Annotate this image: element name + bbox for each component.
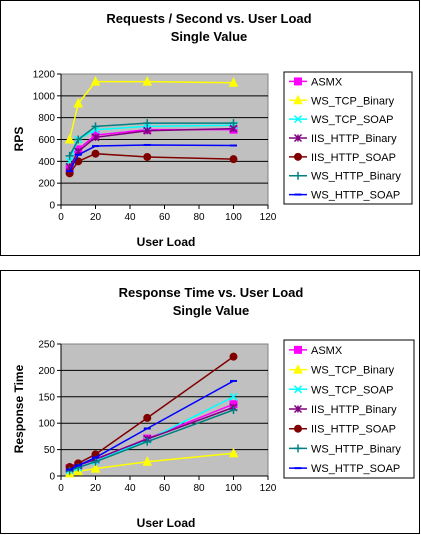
data-point — [143, 437, 152, 446]
legend-label: WS_HTTP_Binary — [311, 443, 401, 455]
x-tick-label: 120 — [260, 212, 277, 223]
legend-label: WS_HTTP_Binary — [311, 171, 401, 183]
x-axis-label: User Load — [137, 235, 196, 249]
legend-marker — [294, 77, 302, 86]
data-point — [65, 151, 74, 160]
legend-label: WS_HTTP_SOAP — [311, 463, 400, 475]
data-point — [228, 77, 239, 87]
legend-marker — [294, 152, 302, 161]
chart-title: Response Time vs. User Load — [119, 285, 304, 300]
legend-label: IIS_HTTP_SOAP — [311, 152, 396, 164]
y-tick-label: 250 — [38, 340, 55, 351]
data-point — [91, 133, 100, 142]
legend-label: ASMX — [311, 345, 343, 357]
data-point — [91, 457, 100, 466]
series-iis-http-binary — [65, 124, 238, 171]
data-point — [229, 119, 238, 128]
y-tick-label: 50 — [44, 445, 56, 456]
legend-marker — [294, 444, 302, 453]
data-point — [229, 406, 238, 414]
x-tick-label: 120 — [260, 483, 277, 494]
legend-marker — [294, 345, 302, 354]
legend-marker — [293, 385, 303, 394]
series-ws-http-soap — [66, 143, 237, 173]
chart-title: Requests / Second vs. User Load — [106, 11, 311, 26]
data-point — [65, 466, 74, 475]
legend: ASMX WS_TCP_Binary WS_TCP_SOAP IIS_HTTP_Bin… — [283, 339, 415, 479]
data-point — [90, 462, 101, 473]
legend: ASMX WS_TCP_Binary WS_TCP_SOAP IIS_HTTP_Bin… — [283, 71, 413, 205]
chart-subtitle: Single Value — [173, 303, 250, 318]
data-point — [228, 447, 239, 458]
data-point — [91, 149, 100, 158]
y-tick-label: 1200 — [33, 70, 56, 81]
data-point — [143, 152, 152, 161]
y-axis-label: RPS — [12, 127, 26, 152]
legend-label: IIS_HTTP_Binary — [311, 133, 397, 145]
x-tick-label: 60 — [159, 483, 171, 494]
data-point — [143, 126, 152, 135]
data-point — [229, 155, 238, 164]
y-tick-label: 150 — [38, 392, 55, 403]
data-point — [143, 119, 152, 128]
y-axis-label: Response Time — [12, 364, 26, 453]
legend-marker — [293, 363, 303, 374]
data-point — [229, 392, 238, 401]
legend-marker — [293, 115, 303, 124]
x-tick-label: 80 — [193, 212, 205, 223]
data-point — [143, 413, 152, 422]
series-ws-http-soap — [66, 379, 237, 471]
x-tick-label: 20 — [90, 483, 102, 494]
y-tick-label: 600 — [38, 135, 55, 146]
data-point — [142, 76, 153, 86]
x-tick-label: 0 — [58, 212, 64, 223]
y-tick-label: 0 — [49, 472, 55, 483]
y-tick-label: 200 — [38, 366, 55, 377]
y-tick-label: 200 — [38, 179, 55, 190]
legend-label: IIS_HTTP_SOAP — [311, 424, 396, 436]
y-tick-label: 800 — [38, 113, 55, 124]
x-tick-label: 60 — [159, 212, 171, 223]
y-tick-label: 400 — [38, 157, 55, 168]
data-point — [90, 76, 101, 86]
legend-label: WS_TCP_SOAP — [311, 384, 394, 396]
x-tick-label: 40 — [124, 483, 136, 494]
legend-marker — [293, 133, 303, 143]
x-tick-label: 0 — [58, 483, 64, 494]
data-point — [74, 135, 83, 144]
data-point — [73, 97, 84, 108]
legend-label: WS_TCP_Binary — [311, 95, 395, 107]
legend-label: IIS_HTTP_Binary — [311, 404, 397, 416]
chart-subtitle: Single Value — [171, 29, 248, 44]
series-ws-http-binary — [65, 119, 238, 160]
response-time-chart-svg: Response Time vs. User Load Single Value… — [12, 285, 415, 530]
legend-label: WS_TCP_Binary — [311, 365, 395, 377]
rps-chart: Requests / Second vs. User Load Single V… — [0, 0, 420, 256]
data-point — [142, 456, 153, 466]
x-tick-label: 40 — [124, 212, 136, 223]
x-tick-label: 20 — [90, 212, 102, 223]
x-axis-label: User Load — [137, 516, 196, 530]
y-tick-label: 100 — [38, 419, 55, 430]
y-tick-label: 1000 — [33, 91, 56, 102]
data-point — [64, 133, 75, 144]
legend-marker — [294, 424, 302, 433]
legend-marker — [293, 404, 303, 414]
x-tick-label: 100 — [225, 483, 242, 494]
legend-marker — [294, 171, 302, 180]
rps-chart-svg: Requests / Second vs. User Load Single V… — [12, 11, 413, 249]
legend-marker — [293, 94, 303, 105]
x-tick-label: 80 — [193, 483, 205, 494]
x-tick-label: 100 — [225, 212, 242, 223]
data-point — [91, 122, 100, 131]
data-point — [229, 352, 238, 361]
series-iis-http-soap — [65, 352, 238, 472]
y-tick-label: 0 — [49, 201, 55, 212]
series-ws-tcp-binary — [64, 76, 239, 144]
legend-label: ASMX — [311, 76, 343, 88]
legend-label: WS_TCP_SOAP — [311, 114, 394, 126]
legend-label: WS_HTTP_SOAP — [311, 190, 400, 202]
response-time-chart: Response Time vs. User Load Single Value… — [0, 270, 420, 534]
